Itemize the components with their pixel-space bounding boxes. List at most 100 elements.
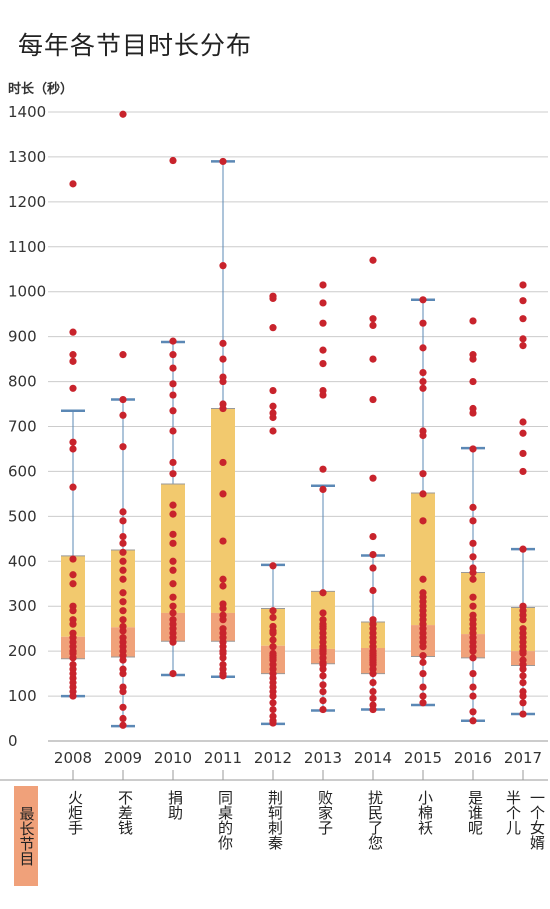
data-point	[219, 582, 227, 590]
data-point	[319, 609, 327, 617]
x-tick-label: 2008	[54, 749, 92, 767]
data-point	[119, 517, 127, 525]
y-tick-label: 700	[8, 418, 37, 436]
data-point	[369, 670, 377, 678]
data-point	[419, 517, 427, 525]
data-point	[469, 377, 477, 386]
data-point	[219, 262, 227, 270]
y-tick-label: 1200	[8, 193, 46, 211]
data-point	[419, 692, 427, 700]
data-point	[69, 357, 77, 365]
data-point	[269, 636, 277, 644]
data-point	[119, 566, 127, 574]
y-tick-label: 1400	[8, 103, 46, 121]
data-point	[119, 548, 127, 556]
data-point	[219, 377, 227, 386]
data-point	[319, 465, 327, 473]
data-point	[369, 564, 377, 572]
y-tick-label: 1000	[8, 283, 46, 301]
data-point	[269, 427, 277, 435]
data-point	[119, 351, 127, 359]
data-point	[119, 110, 127, 118]
data-point	[119, 703, 127, 711]
data-point	[219, 404, 227, 413]
data-point	[169, 510, 177, 518]
data-point	[369, 256, 377, 264]
data-point	[269, 643, 277, 651]
data-point	[269, 294, 277, 303]
data-point	[169, 156, 177, 165]
data-point	[469, 355, 477, 363]
y-tick-label: 400	[8, 552, 37, 570]
data-point	[519, 449, 527, 458]
data-point	[119, 539, 127, 547]
data-point	[169, 364, 177, 372]
data-point	[419, 575, 427, 583]
data-point	[469, 692, 477, 700]
y-tick-label: 900	[8, 328, 37, 346]
data-point	[69, 483, 77, 491]
longest-program-name: 不差钱	[116, 790, 134, 835]
data-point	[219, 339, 227, 347]
longest-program-name: 败家子	[316, 790, 334, 835]
data-point	[519, 672, 527, 680]
data-point	[69, 384, 77, 392]
data-point	[69, 328, 77, 336]
data-point	[169, 609, 177, 617]
data-point	[419, 384, 427, 392]
data-point	[219, 604, 227, 613]
data-point	[369, 678, 377, 687]
data-point	[369, 550, 377, 559]
longest-program-name: 一个女婿	[528, 790, 546, 850]
data-point	[369, 694, 377, 702]
data-point	[419, 296, 427, 304]
data-point	[219, 157, 227, 166]
data-point	[219, 575, 227, 583]
data-point	[169, 593, 177, 601]
data-point	[69, 445, 77, 453]
data-point	[319, 696, 327, 705]
data-point	[319, 346, 327, 354]
data-point	[169, 638, 177, 646]
x-tick-label: 2011	[204, 749, 242, 767]
y-tick-label: 0	[8, 732, 18, 750]
data-point	[519, 342, 527, 350]
data-point	[69, 620, 77, 628]
chart-title: 每年各节目时长分布	[18, 31, 253, 60]
data-point	[69, 607, 77, 615]
data-point	[519, 665, 527, 673]
data-point	[219, 355, 227, 363]
data-point	[469, 553, 477, 561]
data-point	[519, 297, 527, 305]
data-point	[119, 670, 127, 678]
data-point	[119, 598, 127, 606]
data-point	[169, 557, 177, 565]
data-point	[369, 532, 377, 541]
data-point	[469, 317, 477, 325]
longest-program-name: 火炬手	[66, 790, 84, 835]
data-point	[119, 616, 127, 624]
data-point	[519, 616, 527, 624]
data-point	[519, 678, 527, 687]
data-point	[219, 654, 227, 662]
longest-program-name: 是谁呢	[466, 790, 484, 835]
longest-program-name: 半个儿	[504, 790, 522, 835]
data-point	[219, 672, 227, 680]
data-point	[169, 380, 177, 388]
data-point	[119, 508, 127, 516]
data-point	[119, 627, 127, 635]
data-point	[419, 490, 427, 498]
data-point	[319, 281, 327, 289]
longest-program-name: 荆轲刺秦	[266, 790, 284, 850]
x-tick-label: 2016	[454, 749, 492, 767]
data-point	[69, 580, 77, 588]
data-point	[69, 351, 77, 359]
data-point	[519, 710, 527, 718]
data-point	[319, 687, 327, 696]
data-point	[469, 409, 477, 417]
data-point	[419, 683, 427, 691]
data-point	[169, 391, 177, 399]
data-point	[269, 324, 277, 332]
data-point	[169, 670, 177, 678]
data-point	[469, 593, 477, 601]
